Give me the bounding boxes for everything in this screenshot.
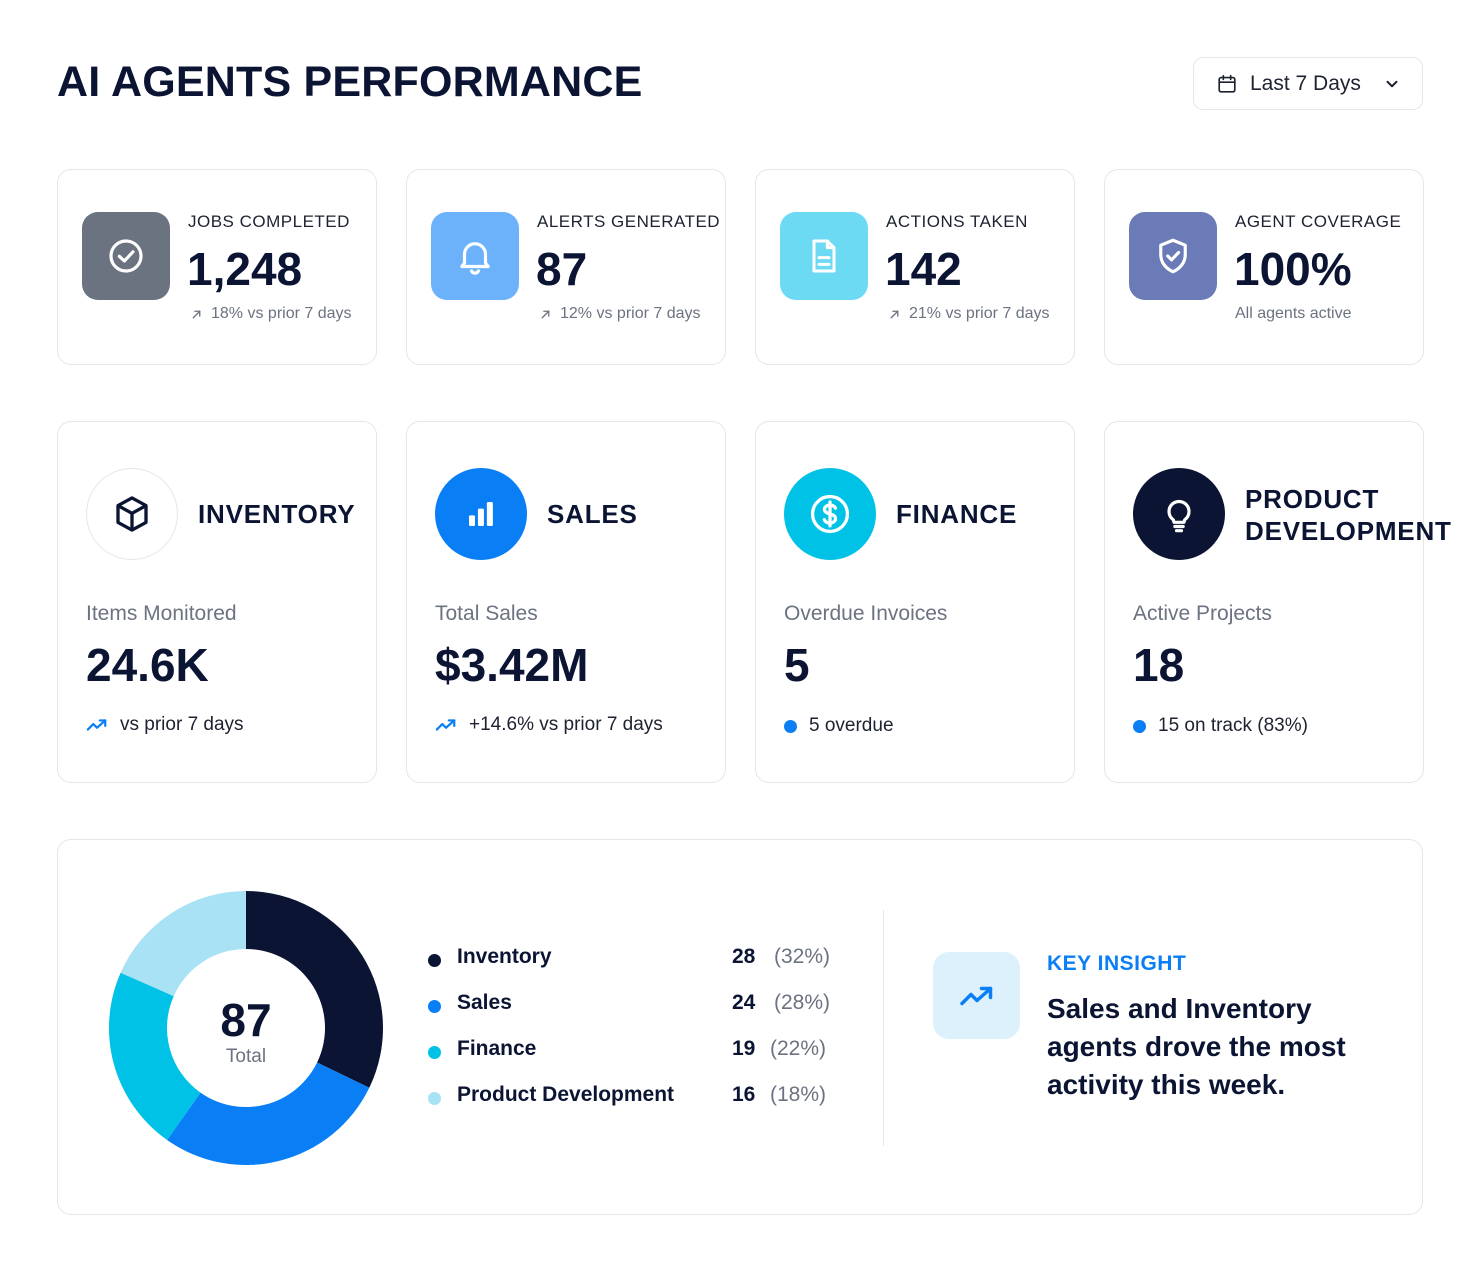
cube-icon: [86, 468, 178, 560]
legend-label: Product Development: [457, 1083, 675, 1106]
dept-name: FINANCE: [896, 499, 1018, 529]
document-icon: [780, 212, 868, 300]
dept-metric-value: $3.42M: [435, 639, 589, 691]
calendar-icon: [1216, 73, 1238, 95]
dollar-icon: [784, 468, 876, 560]
trend-up-icon: [435, 717, 457, 733]
stat-value: 100%: [1234, 243, 1352, 295]
page-title: AI AGENTS PERFORMANCE: [57, 58, 643, 106]
dept-name-line2: DEVELOPMENT: [1245, 516, 1452, 546]
legend-item: Sales 24 (28%): [426, 988, 846, 1034]
lightbulb-icon: [1133, 468, 1225, 560]
dept-metric-value: 18: [1133, 639, 1185, 691]
stat-value: 142: [885, 243, 962, 295]
legend-swatch: [428, 1000, 441, 1013]
legend-percent: (32%): [774, 945, 831, 968]
dept-card-finance: FINANCE Overdue Invoices 5 5 overdue: [755, 421, 1075, 783]
donut-chart: 87 Total: [109, 891, 383, 1165]
stat-delta-text: All agents active: [1235, 305, 1352, 322]
dept-metric-label: Total Sales: [435, 602, 538, 625]
legend-swatch: [428, 1092, 441, 1105]
legend-percent: (28%): [774, 991, 831, 1014]
legend-value: 16: [732, 1083, 756, 1106]
donut-center-label: Total: [226, 1046, 266, 1067]
date-range-label: Last 7 Days: [1250, 71, 1361, 95]
dept-footer-text: 5 overdue: [809, 715, 894, 736]
chevron-down-icon: [1383, 75, 1401, 93]
trend-up-icon: [933, 952, 1020, 1039]
dept-metric-label: Active Projects: [1133, 602, 1272, 625]
stat-delta-text: 21% vs prior 7 days: [909, 305, 1050, 322]
legend-swatch: [428, 1046, 441, 1059]
trend-up-icon: [86, 717, 108, 733]
dept-name: PRODUCT DEVELOPMENT: [1245, 483, 1452, 547]
legend-item: Finance 19 (22%): [426, 1034, 846, 1080]
bell-icon: [431, 212, 519, 300]
donut-slice-finance: [109, 972, 201, 1140]
dept-footer-text: vs prior 7 days: [120, 714, 244, 735]
shield-check-icon: [1129, 212, 1217, 300]
dept-name-line1: PRODUCT: [1245, 484, 1380, 514]
donut-slice-sales: [167, 1062, 370, 1165]
arrow-up-right-icon: [888, 308, 901, 321]
stat-card-actions-taken: ACTIONS TAKEN 142 21% vs prior 7 days: [755, 169, 1075, 365]
dept-metric-value: 24.6K: [86, 639, 209, 691]
bar-chart-icon: [435, 468, 527, 560]
dept-card-inventory: INVENTORY Items Monitored 24.6K vs prior…: [57, 421, 377, 783]
legend-percent: (22%): [770, 1037, 827, 1060]
dept-footer: +14.6% vs prior 7 days: [435, 714, 663, 736]
legend-item: Product Development 16 (18%): [426, 1080, 846, 1126]
legend-label: Sales: [457, 991, 512, 1014]
arrow-up-right-icon: [190, 308, 203, 321]
stat-delta: All agents active: [1235, 305, 1352, 323]
dept-name: SALES: [547, 499, 638, 529]
chart-legend: Inventory 28 (32%) Sales 24 (28%) Financ…: [426, 942, 846, 1126]
dept-card-sales: SALES Total Sales $3.42M +14.6% vs prior…: [406, 421, 726, 783]
panel-divider: [883, 910, 884, 1146]
stat-delta: 12% vs prior 7 days: [539, 305, 701, 323]
stat-label: JOBS COMPLETED: [188, 212, 350, 231]
status-dot: [784, 719, 797, 733]
stat-delta: 21% vs prior 7 days: [888, 305, 1050, 323]
donut-slice-product-development: [120, 891, 246, 997]
dept-footer-text: +14.6% vs prior 7 days: [469, 714, 663, 735]
legend-value: 28: [732, 945, 756, 968]
legend-percent: (18%): [770, 1083, 827, 1106]
stat-value: 1,248: [187, 243, 303, 295]
stat-delta-text: 18% vs prior 7 days: [211, 305, 352, 322]
legend-item: Inventory 28 (32%): [426, 942, 846, 988]
stat-delta: 18% vs prior 7 days: [190, 305, 352, 323]
stat-card-jobs-completed: JOBS COMPLETED 1,248 18% vs prior 7 days: [57, 169, 377, 365]
dept-footer: 15 on track (83%): [1133, 715, 1308, 737]
dept-card-product-development: PRODUCT DEVELOPMENT Active Projects 18 1…: [1104, 421, 1451, 783]
dept-metric-value: 5: [784, 639, 810, 691]
dept-metric-label: Items Monitored: [86, 602, 237, 625]
donut-slice-inventory: [246, 891, 383, 1088]
date-range-dropdown[interactable]: Last 7 Days: [1193, 57, 1423, 110]
check-circle-icon: [82, 212, 170, 300]
stat-label: ALERTS GENERATED: [537, 212, 721, 231]
stat-value: 87: [536, 243, 588, 295]
stat-label: AGENT COVERAGE: [1235, 212, 1402, 231]
dept-footer: vs prior 7 days: [86, 714, 244, 736]
dept-footer-text: 15 on track (83%): [1158, 715, 1308, 736]
insight-text: Sales and Inventory agents drove the mos…: [1047, 993, 1346, 1100]
donut-center-value: 87: [220, 994, 271, 1046]
dept-name: INVENTORY: [198, 499, 356, 529]
legend-value: 24: [732, 991, 756, 1014]
status-dot: [1133, 719, 1146, 733]
insight-label: KEY INSIGHT: [1047, 952, 1187, 975]
legend-value: 19: [732, 1037, 756, 1060]
legend-label: Inventory: [457, 945, 552, 968]
legend-swatch: [428, 954, 441, 967]
dept-footer: 5 overdue: [784, 715, 894, 737]
arrow-up-right-icon: [539, 308, 552, 321]
alerts-breakdown-panel: 87 Total Inventory 28 (32%) Sales 24 (28…: [57, 839, 1423, 1215]
dept-metric-label: Overdue Invoices: [784, 602, 948, 625]
stat-delta-text: 12% vs prior 7 days: [560, 305, 701, 322]
stat-card-agent-coverage: AGENT COVERAGE 100% All agents active: [1104, 169, 1424, 365]
stat-label: ACTIONS TAKEN: [886, 212, 1028, 231]
stat-card-alerts-generated: ALERTS GENERATED 87 12% vs prior 7 days: [406, 169, 726, 365]
legend-label: Finance: [457, 1037, 537, 1060]
